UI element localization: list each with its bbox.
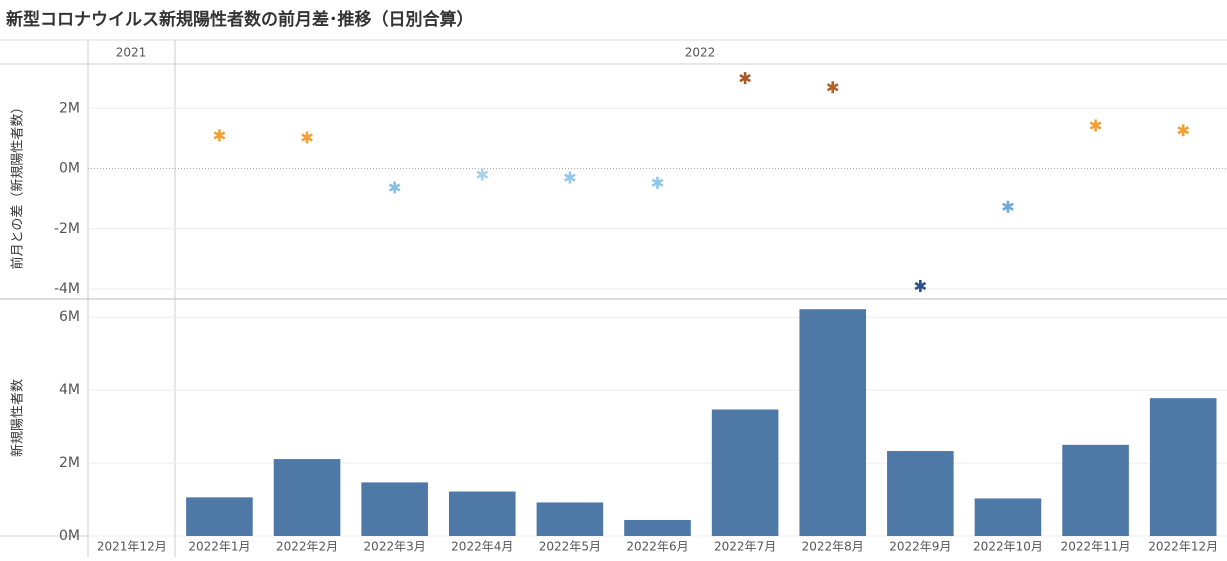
point — [213, 129, 226, 142]
x-tick-label: 2022年2月 — [276, 540, 338, 554]
x-tick-label: 2022年8月 — [802, 540, 864, 554]
x-tick-label: 2022年11月 — [1061, 540, 1131, 554]
point — [826, 81, 839, 94]
bar — [361, 482, 428, 536]
bar — [1062, 444, 1129, 536]
column-header: 2022 — [685, 46, 716, 60]
y-tick-label: 4M — [59, 382, 80, 398]
point — [476, 168, 489, 181]
x-tick-label: 2022年5月 — [539, 540, 601, 554]
bar — [974, 498, 1042, 536]
bar — [799, 309, 867, 536]
y-axis-title: 前月との差（新規陽性者数） — [10, 101, 26, 270]
point — [739, 72, 751, 85]
bar — [711, 409, 779, 536]
column-header: 2021 — [116, 46, 147, 60]
point — [1089, 119, 1102, 132]
y-tick-label: 2M — [59, 100, 80, 116]
bar — [624, 519, 691, 536]
y-tick-label: -4M — [54, 281, 80, 297]
y-tick-label: 6M — [59, 309, 80, 325]
chart-title: 新型コロナウイルス新規陽性者数の前月差･推移（日別合算） — [6, 9, 474, 30]
point — [1177, 124, 1190, 137]
x-tick-label: 2022年4月 — [451, 540, 513, 554]
point — [914, 280, 927, 293]
bar — [186, 497, 253, 536]
y-tick-label: 0M — [59, 161, 80, 177]
point — [564, 171, 576, 184]
x-tick-label: 2022年1月 — [188, 540, 250, 554]
x-tick-label: 2022年12月 — [1148, 540, 1218, 554]
point — [651, 176, 664, 189]
point — [388, 181, 401, 194]
bar — [887, 451, 954, 536]
x-tick-label: 2022年9月 — [889, 540, 951, 554]
x-tick-label: 2022年7月 — [714, 540, 776, 554]
y-tick-label: 0M — [59, 528, 80, 544]
x-tick-label: 2022年6月 — [626, 540, 688, 554]
point — [1002, 200, 1014, 213]
point — [301, 131, 313, 144]
y-tick-label: -2M — [54, 221, 80, 237]
bar — [1149, 398, 1217, 536]
bar — [448, 491, 516, 536]
y-axis-title: 新規陽性者数 — [10, 379, 26, 457]
x-tick-label: 2022年3月 — [364, 540, 426, 554]
y-tick-label: 2M — [59, 455, 80, 471]
x-tick-label: 2022年10月 — [973, 540, 1043, 554]
x-tick-label: 2021年12月 — [97, 540, 167, 554]
bar — [536, 502, 604, 536]
bar — [273, 459, 341, 536]
